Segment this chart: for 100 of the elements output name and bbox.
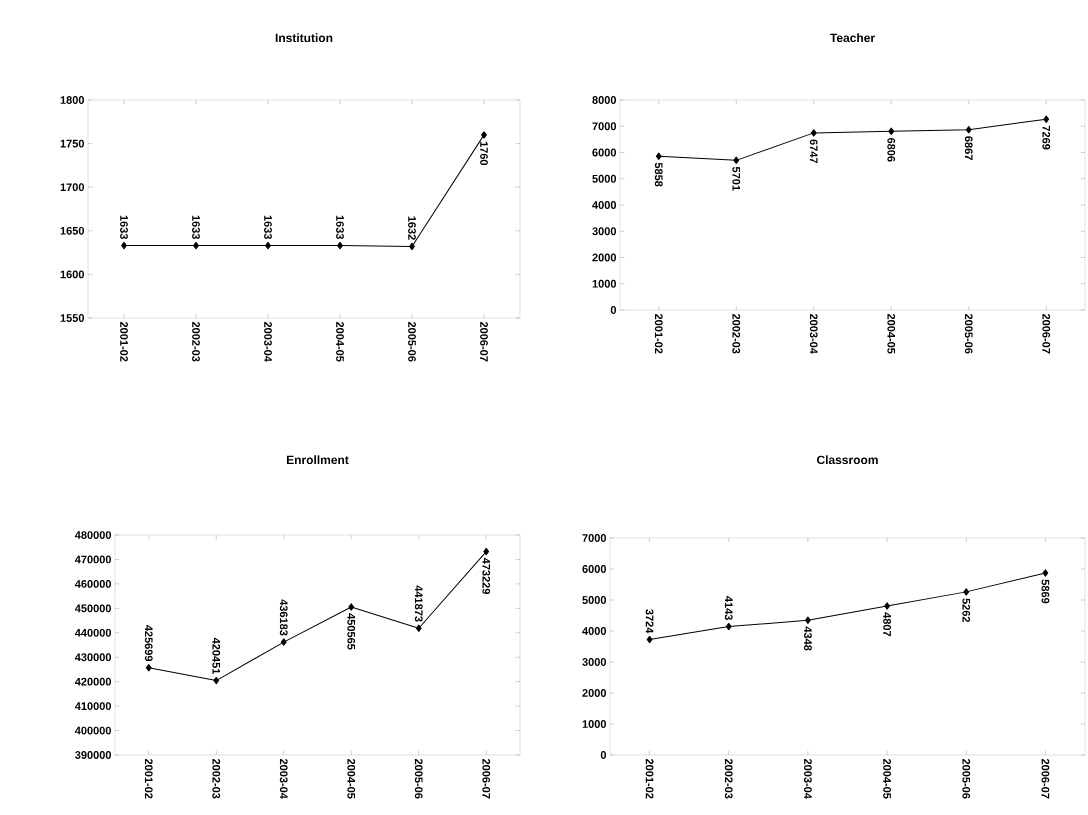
y-tick-label: 1650: [60, 226, 85, 235]
point: [481, 131, 487, 139]
chart-title: Classroom: [816, 455, 878, 465]
y-tick-label: 6000: [592, 148, 617, 157]
x-tick-label: 2001-02: [654, 313, 663, 354]
y-tick-label: 480000: [74, 531, 111, 539]
data-label: 1633: [336, 215, 344, 240]
y-tick-label: 4000: [592, 201, 617, 209]
point: [646, 635, 653, 644]
data-label: 5701: [732, 166, 741, 191]
y-tick-label: 410000: [74, 702, 111, 711]
data-label: 425699: [144, 625, 153, 662]
y-tick-label: 0: [610, 306, 617, 314]
point: [1043, 115, 1050, 123]
y-tick-label: 5000: [592, 174, 617, 183]
y-tick-label: 460000: [74, 580, 111, 588]
point: [965, 126, 972, 134]
data-label: 6867: [964, 136, 973, 160]
data-label: 1632: [408, 216, 416, 240]
point: [145, 664, 152, 672]
y-tick-label: 1550: [60, 314, 85, 322]
data-label: 4807: [883, 612, 891, 637]
y-tick-label: 7000: [582, 534, 607, 542]
point: [884, 602, 890, 610]
point: [415, 624, 422, 632]
point: [348, 603, 355, 611]
data-label: 473229: [482, 557, 491, 595]
data-label: 6747: [809, 139, 818, 164]
y-tick-label: 8000: [592, 96, 617, 104]
point: [1042, 569, 1049, 577]
x-tick-label: 2003-04: [279, 758, 288, 799]
data-label: 4143: [724, 596, 733, 620]
data-label: 6806: [887, 137, 896, 162]
data-label: 441873: [414, 585, 423, 622]
y-tick-label: 1000: [592, 279, 617, 288]
x-tick-label: 2002-03: [192, 321, 200, 362]
point: [725, 622, 732, 631]
data-label: 1633: [192, 215, 200, 240]
data-label: 5262: [962, 598, 971, 623]
point: [280, 638, 287, 646]
point: [963, 588, 970, 596]
x-tick-label: 2002-03: [724, 758, 733, 799]
data-label: 7269: [1042, 125, 1051, 150]
y-tick-label: 3000: [592, 227, 617, 236]
y-tick-label: 2000: [592, 253, 617, 262]
y-tick-label: 390000: [75, 751, 111, 759]
y-tick-label: 0: [600, 751, 607, 759]
point: [810, 129, 817, 137]
data-label: 436183: [279, 599, 288, 636]
point: [213, 676, 220, 685]
x-tick-label: 2004-05: [887, 313, 896, 354]
data-label: 1633: [120, 215, 128, 240]
point: [483, 547, 490, 556]
y-tick-label: 450000: [74, 604, 111, 613]
y-tick-label: 3000: [582, 658, 607, 666]
chart-title: Teacher: [830, 33, 875, 43]
x-tick-label: 2005-06: [962, 758, 971, 799]
data-label: 4348: [804, 626, 812, 651]
y-tick-label: 440000: [74, 628, 111, 637]
x-tick-label: 2001-02: [645, 758, 654, 799]
x-tick-label: 2002-03: [732, 313, 741, 354]
data-label: 420451: [212, 637, 221, 675]
data-label: 5858: [654, 162, 663, 187]
y-tick-label: 1600: [60, 270, 85, 279]
x-tick-label: 2001-02: [120, 321, 128, 362]
y-tick-label: 470000: [74, 555, 111, 564]
y-tick-label: 7000: [592, 122, 617, 131]
x-tick-label: 2003-04: [809, 313, 818, 354]
data-label: 450565: [347, 613, 356, 650]
y-tick-label: 1000: [582, 720, 607, 728]
x-tick-label: 2005-06: [408, 321, 416, 362]
y-tick-label: 1700: [60, 183, 85, 192]
y-tick-label: 430000: [74, 653, 111, 662]
data-label: 3724: [645, 609, 654, 634]
y-tick-label: 6000: [582, 565, 607, 573]
point: [888, 127, 895, 136]
point: [733, 156, 740, 165]
x-tick-label: 2002-03: [212, 758, 221, 799]
x-tick-label: 2005-06: [414, 758, 423, 799]
x-tick-label: 2004-05: [336, 321, 344, 362]
x-tick-label: 2006-07: [482, 758, 491, 799]
x-tick-label: 2001-02: [144, 758, 153, 799]
y-tick-label: 400000: [74, 726, 111, 735]
y-tick-label: 2000: [582, 689, 607, 697]
x-tick-label: 2004-05: [883, 758, 891, 799]
y-tick-label: 4000: [582, 627, 607, 635]
chart-title: Institution: [275, 33, 333, 43]
x-tick-label: 2003-04: [804, 758, 812, 799]
chart-title: Enrollment: [286, 455, 349, 465]
x-tick-label: 2005-06: [964, 313, 973, 354]
y-tick-label: 420000: [74, 677, 111, 686]
point: [805, 616, 811, 624]
x-tick-label: 2006-07: [480, 321, 488, 362]
data-label: 5869: [1041, 579, 1050, 604]
x-tick-label: 2004-05: [347, 758, 356, 799]
y-tick-label: 5000: [582, 596, 607, 604]
y-tick-label: 1750: [60, 139, 85, 148]
x-tick-label: 2003-04: [264, 321, 272, 362]
data-label: 1633: [264, 215, 272, 240]
x-tick-label: 2006-07: [1041, 758, 1050, 799]
